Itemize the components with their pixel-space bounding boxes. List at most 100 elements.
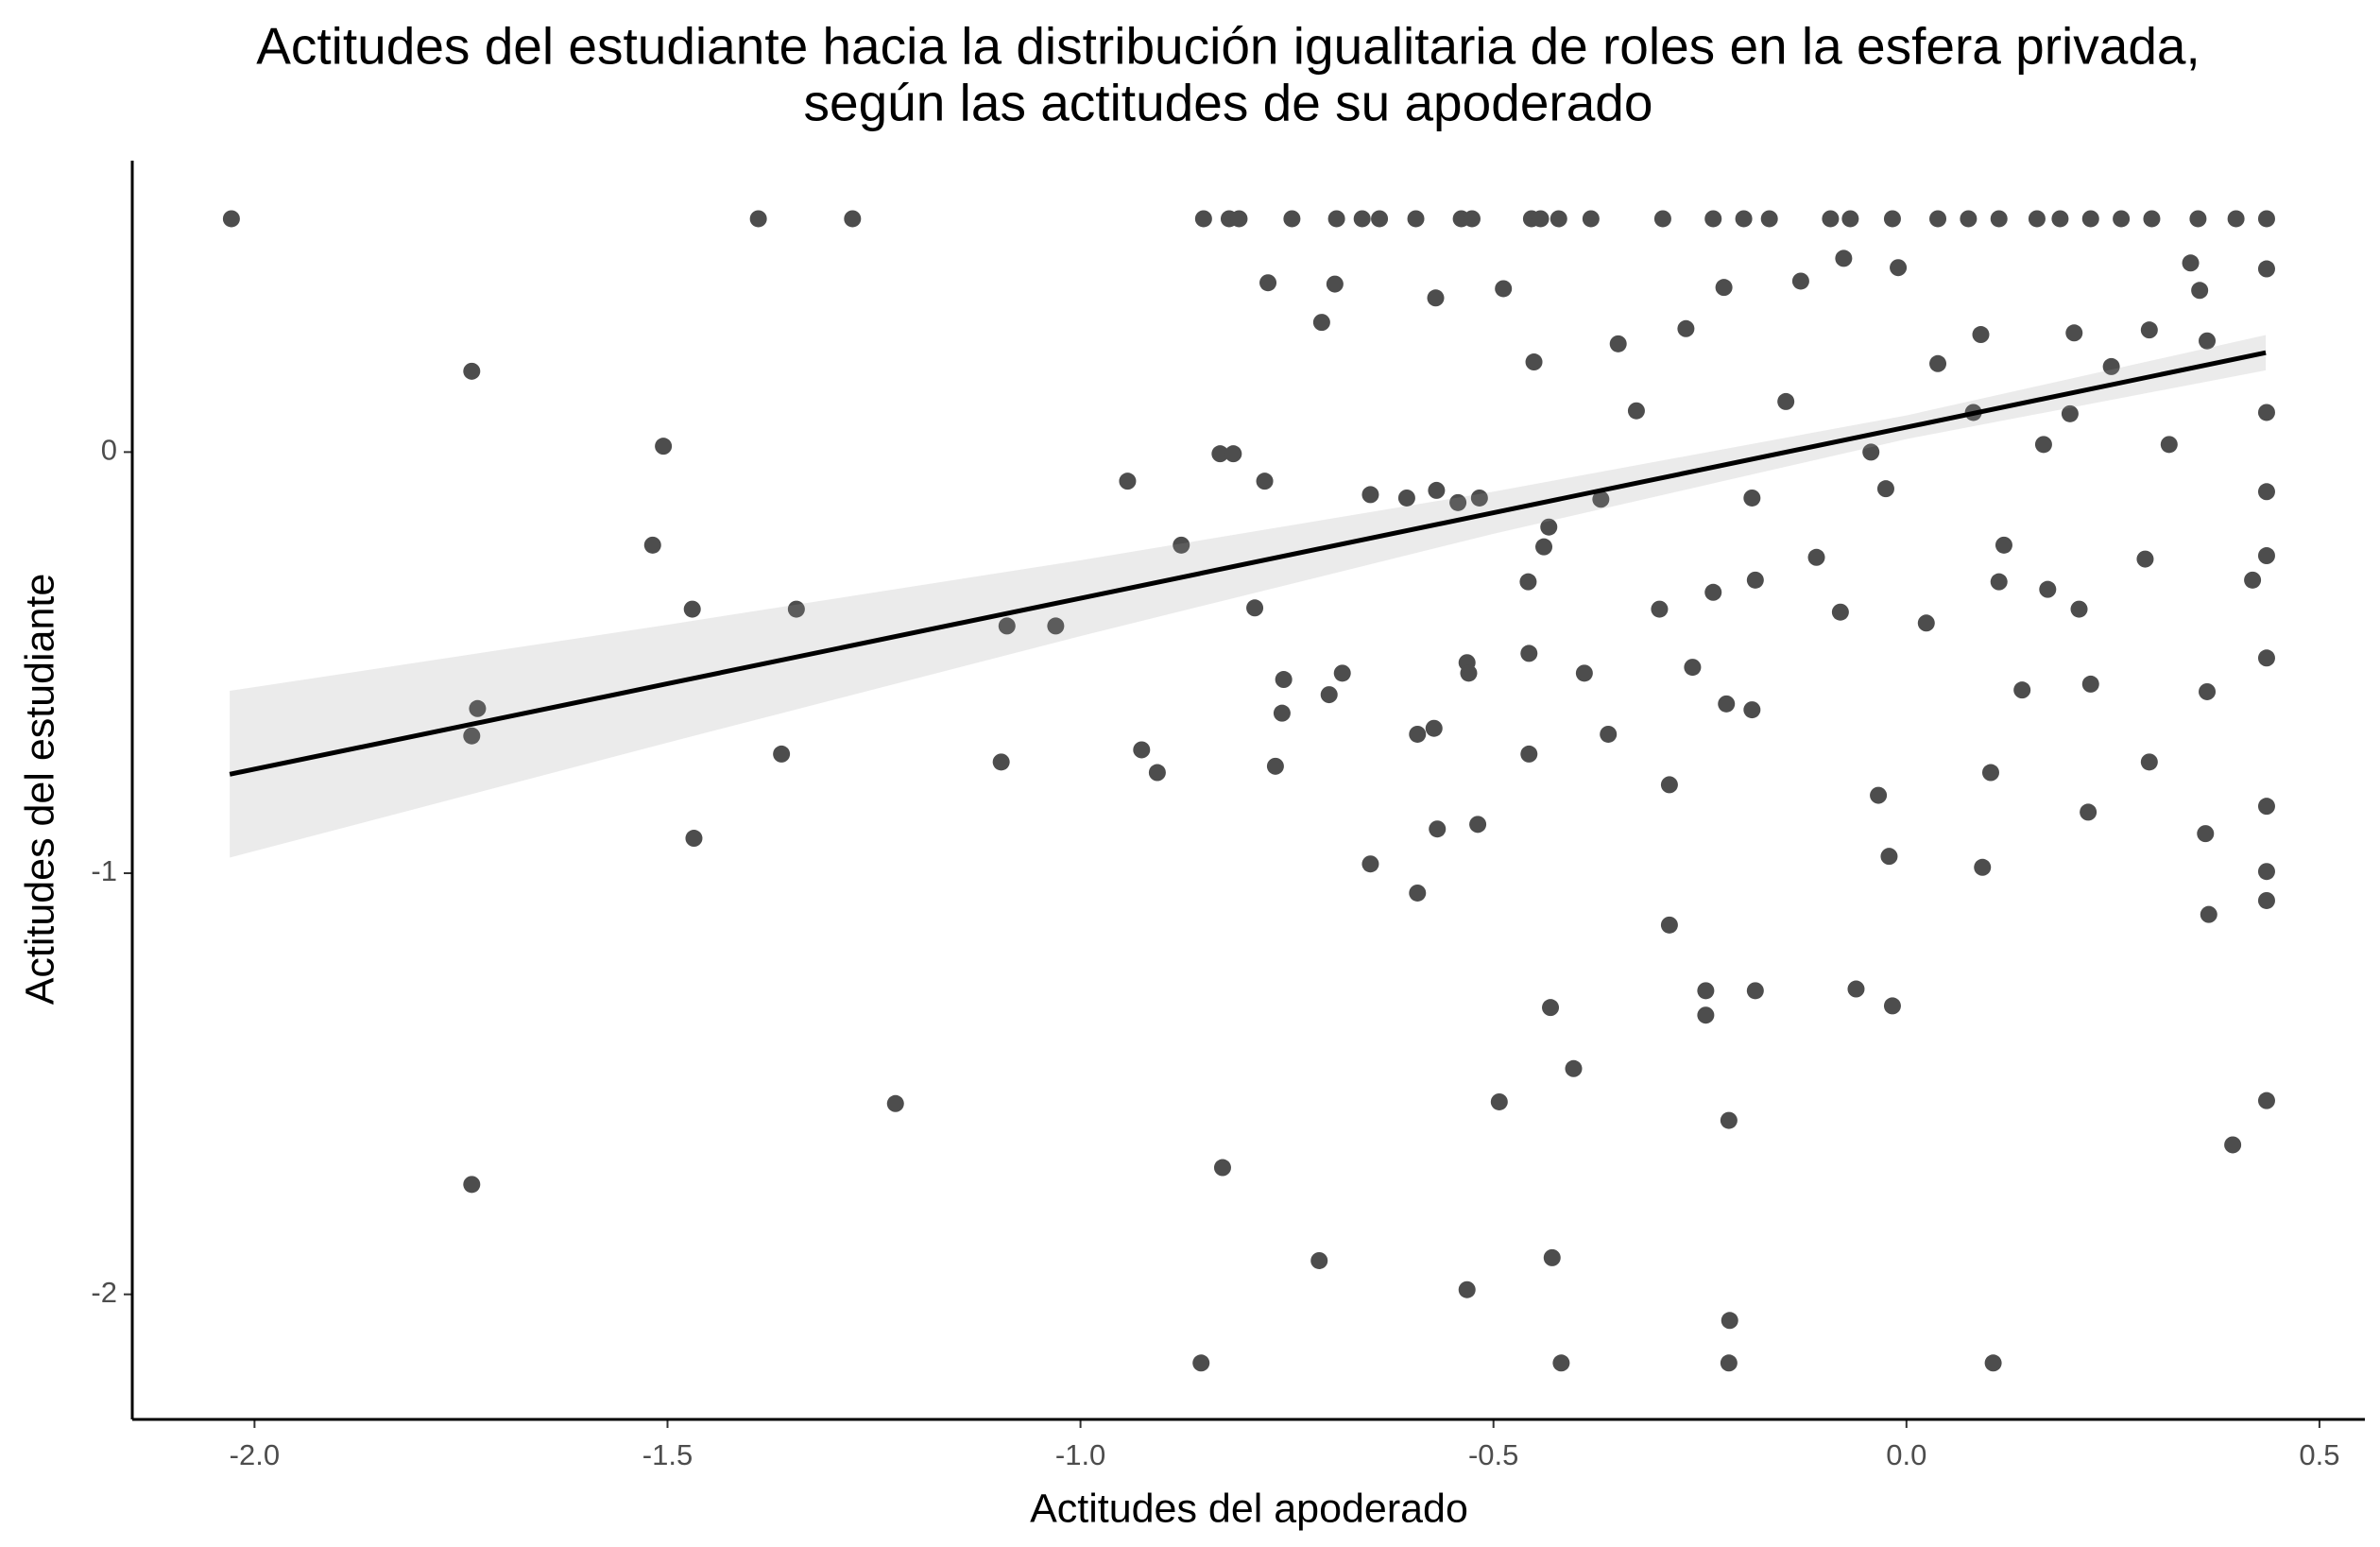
y-tick-label: 0 (101, 434, 117, 467)
point (2257, 1091, 2275, 1109)
x-tick-label: -2.0 (230, 1438, 280, 1471)
point (1425, 719, 1443, 737)
point (1600, 725, 1618, 743)
point (844, 210, 862, 228)
point (2081, 675, 2099, 693)
point (2051, 210, 2069, 228)
point (1990, 573, 2008, 591)
point (1310, 1251, 1328, 1269)
point (2034, 436, 2052, 454)
point (1532, 210, 1550, 228)
point (1495, 280, 1513, 298)
point (1582, 210, 1600, 228)
point (2140, 321, 2158, 339)
y-axis-title: Actitudes del estudiante (17, 574, 62, 1006)
point (1653, 210, 1671, 228)
point (1880, 848, 1898, 866)
point (1743, 489, 1761, 507)
x-tick-label: 0.0 (1886, 1438, 1926, 1471)
point (683, 600, 701, 618)
point (2257, 891, 2275, 909)
chart-title: según las actitudes de su apoderado (804, 74, 1653, 132)
point (1273, 704, 1291, 722)
point (1777, 392, 1795, 410)
y-tick-label: -1 (91, 854, 117, 887)
point (1715, 279, 1733, 297)
point (1760, 210, 1778, 228)
point (2189, 210, 2207, 228)
point (655, 438, 673, 456)
point (2070, 600, 2088, 618)
point (1960, 210, 1978, 228)
point (1609, 335, 1627, 352)
point (1259, 274, 1277, 292)
point (1704, 583, 1722, 601)
point (1995, 536, 2012, 554)
point (992, 753, 1010, 771)
point (1148, 764, 1166, 782)
point (2136, 550, 2154, 568)
point (1870, 786, 1888, 804)
point (1847, 980, 1865, 998)
x-tick-label: -1.5 (642, 1438, 693, 1471)
point (1651, 600, 1669, 618)
point (1283, 210, 1301, 228)
point (1835, 249, 1853, 267)
point (2013, 681, 2031, 699)
point (2182, 254, 2200, 272)
fit-line (229, 350, 2267, 777)
point (1326, 275, 1344, 293)
point (1458, 1281, 1476, 1298)
point (1520, 745, 1538, 763)
point (2257, 483, 2275, 501)
point (1525, 353, 1543, 371)
point (1542, 999, 1560, 1017)
point (1974, 858, 1992, 876)
point (2080, 803, 2097, 821)
point (1660, 776, 1678, 794)
point (2102, 357, 2120, 375)
point (1883, 997, 1901, 1015)
point (2160, 436, 2178, 454)
x-axis-title: Actitudes del apoderado (1030, 1486, 1468, 1531)
point (1684, 659, 1702, 677)
point (1550, 210, 1567, 228)
point (1428, 481, 1446, 499)
point (2039, 580, 2057, 598)
point (1565, 1059, 1583, 1077)
point (1841, 210, 1859, 228)
point (1890, 259, 1908, 277)
point (1213, 1159, 1231, 1177)
x-tick-label: -0.5 (1468, 1438, 1518, 1471)
point (1470, 489, 1488, 507)
point (1984, 1354, 2002, 1372)
point (1822, 210, 1840, 228)
point (1917, 614, 1935, 632)
point (1133, 741, 1151, 759)
point (2257, 404, 2275, 421)
point (1427, 289, 1445, 307)
point (2257, 863, 2275, 881)
point (1862, 443, 1880, 461)
point (1397, 489, 1415, 507)
confidence-band (230, 335, 2267, 858)
point (2244, 571, 2262, 589)
point (1697, 982, 1715, 1000)
point (1721, 1312, 1738, 1330)
point (1192, 1354, 1210, 1372)
point (2224, 1136, 2242, 1154)
point (1449, 493, 1467, 511)
point (1409, 725, 1427, 743)
point (1266, 757, 1284, 775)
point (2199, 682, 2217, 700)
point (1704, 210, 1722, 228)
point (1463, 210, 1481, 228)
point (1173, 536, 1190, 554)
point (1972, 326, 1990, 344)
point (1791, 272, 1809, 290)
x-tick-label: -1.0 (1055, 1438, 1105, 1471)
point (1327, 210, 1345, 228)
point (2113, 210, 2131, 228)
point (1469, 816, 1487, 834)
chart-title: Actitudes del estudiante hacia la distri… (256, 17, 2200, 76)
